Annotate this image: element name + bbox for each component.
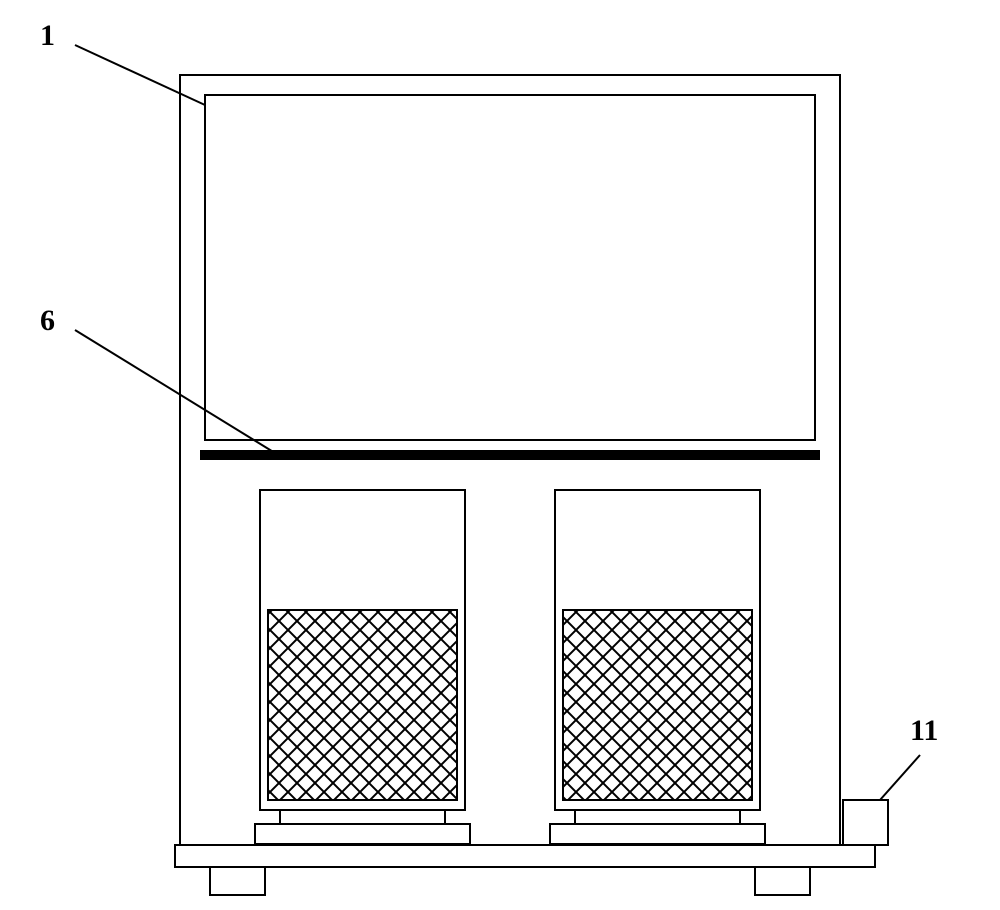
inner-panel — [205, 95, 815, 440]
label-mid: 6 — [40, 304, 55, 337]
leader-mid — [75, 330, 275, 453]
leader-bottom — [880, 755, 920, 800]
side-box — [843, 800, 888, 845]
container-right-fill — [563, 610, 752, 800]
label-bottom: 11 — [910, 714, 938, 747]
foot-right — [755, 867, 810, 895]
label-top: 1 — [40, 19, 55, 52]
divider-bar — [200, 450, 820, 460]
pedestal-left-top — [280, 810, 445, 824]
pedestal-right-top — [575, 810, 740, 824]
base-plate — [175, 845, 875, 867]
foot-left — [210, 867, 265, 895]
pedestal-left-base — [255, 824, 470, 844]
container-left-fill — [268, 610, 457, 800]
pedestal-right-base — [550, 824, 765, 844]
